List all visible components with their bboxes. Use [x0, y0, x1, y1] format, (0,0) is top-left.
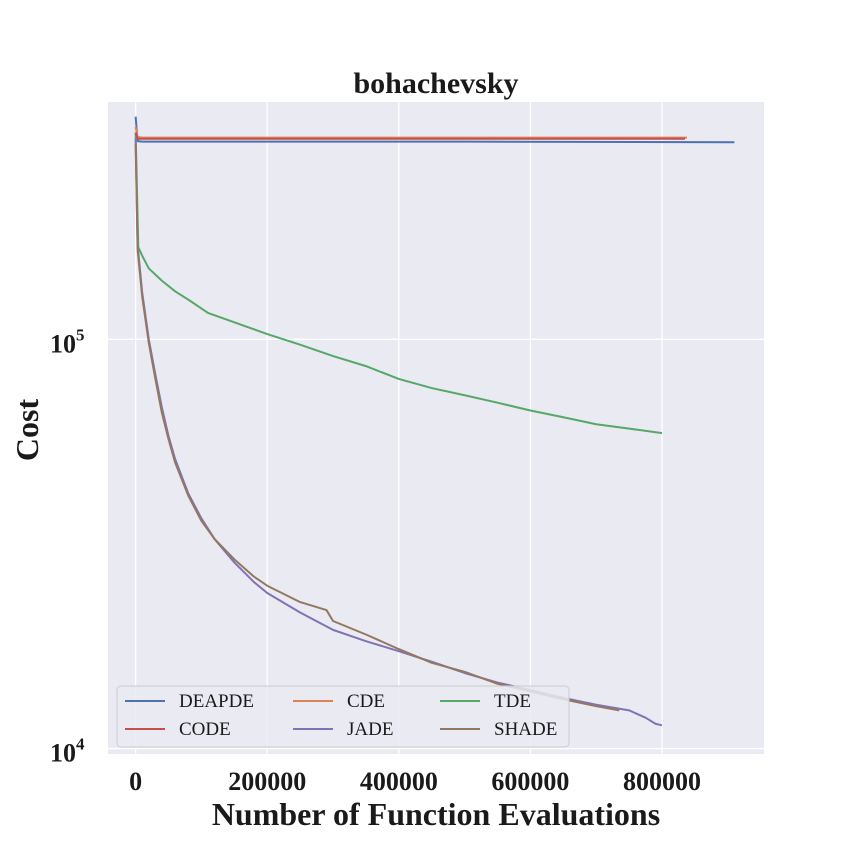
x-axis-label: Number of Function Evaluations: [212, 796, 660, 832]
series-line-tde: [134, 132, 663, 435]
legend-label-tde: TDE: [494, 691, 531, 712]
legend-label-cde: CDE: [347, 691, 385, 712]
legend-label-deapde: DEAPDE: [179, 691, 254, 712]
x-tick-label: 400000: [360, 767, 438, 796]
chart-title: bohachevsky: [353, 67, 518, 100]
x-tick-label: 600000: [491, 767, 569, 796]
x-tick-label: 800000: [623, 767, 701, 796]
x-tick-label: 0: [129, 767, 142, 796]
y-axis-label: Cost: [9, 399, 45, 462]
legend-label-jade: JADE: [347, 719, 393, 740]
legend-label-code: CODE: [179, 719, 231, 740]
y-tick-label: 105: [50, 325, 85, 358]
y-tick-labels: 104 105: [50, 325, 85, 767]
plot-background: [108, 102, 764, 754]
series-line-shade: [134, 144, 620, 712]
y-tick-label: 104: [50, 735, 85, 768]
series-layer: [134, 116, 735, 727]
legend: DEAPDE CDE TDE CODE JADE SHADE: [116, 685, 570, 748]
x-tick-label: 200000: [228, 767, 306, 796]
legend-label-shade: SHADE: [494, 719, 557, 740]
series-line-code: [134, 132, 686, 140]
grid: [108, 102, 764, 754]
x-tick-labels: 0 200000 400000 600000 800000: [129, 767, 701, 796]
